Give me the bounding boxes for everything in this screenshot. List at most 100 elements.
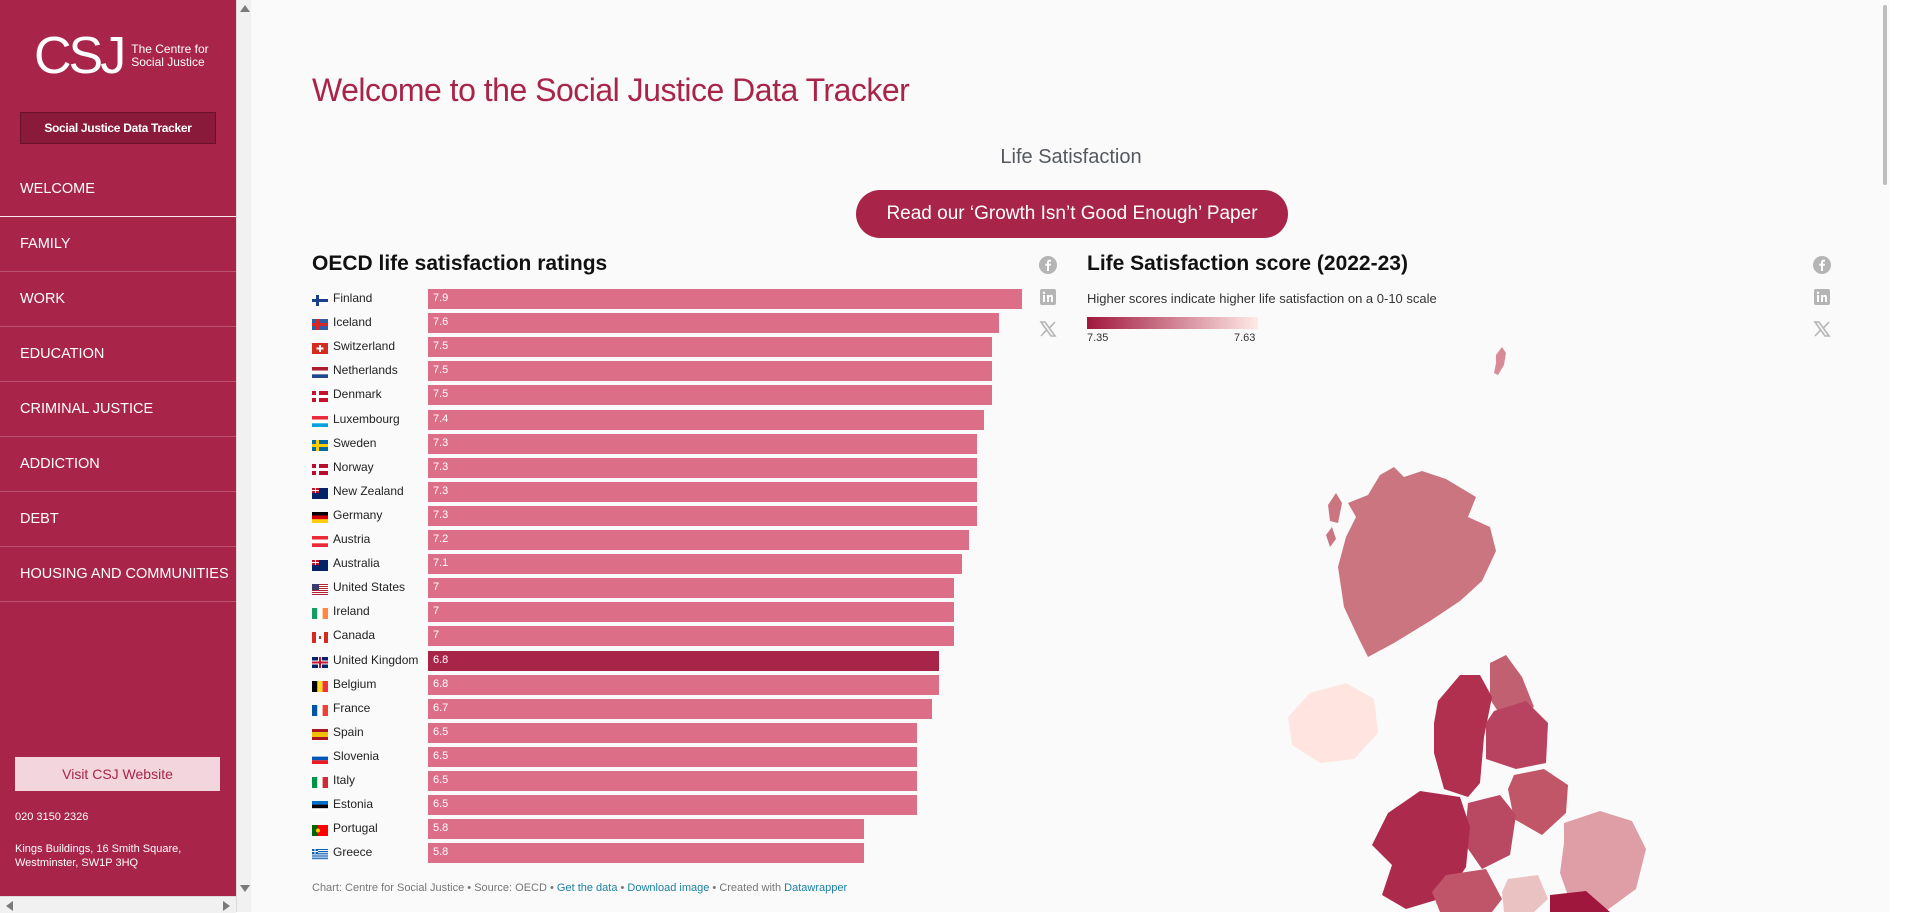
visit-csj-website-button[interactable]: Visit CSJ Website <box>15 757 220 791</box>
map-region-yorkshire[interactable] <box>1486 701 1548 769</box>
scroll-down-icon[interactable] <box>240 885 250 892</box>
x-icon[interactable] <box>1813 320 1831 338</box>
map-region-scotland[interactable] <box>1326 467 1496 657</box>
bar[interactable] <box>428 819 865 840</box>
bar[interactable] <box>428 530 970 550</box>
bar[interactable] <box>428 578 955 599</box>
bar-label: Netherlands <box>333 363 398 378</box>
map-region-south-east[interactable] <box>1550 891 1610 912</box>
bar-row[interactable]: Iceland 7.6 <box>312 313 1052 334</box>
bar-row[interactable]: Netherlands 7.5 <box>312 361 1052 382</box>
bar-row[interactable]: Australia 7.1 <box>312 554 1052 575</box>
bar-row[interactable]: Belgium 6.8 <box>312 674 1052 695</box>
map-region-east-midlands[interactable] <box>1508 769 1568 835</box>
nav-item-housing[interactable]: HOUSING AND COMMUNITIES <box>0 547 236 602</box>
bar-row[interactable]: Greece 5.8 <box>312 843 1052 864</box>
bar-value-label: 7 <box>433 605 440 618</box>
bar-row[interactable]: Austria 7.2 <box>312 530 1052 550</box>
scroll-left-icon[interactable] <box>6 901 13 911</box>
bar[interactable] <box>428 385 992 406</box>
bar-row[interactable]: Ireland 7 <box>312 602 1052 623</box>
facebook-icon[interactable] <box>1813 256 1831 274</box>
bar[interactable] <box>428 289 1022 309</box>
map-region-south-west[interactable] <box>1432 869 1502 912</box>
scroll-up-icon[interactable] <box>240 5 250 12</box>
footer-separator: • <box>617 882 628 894</box>
download-image-link[interactable]: Download image <box>627 882 710 894</box>
datawrapper-link[interactable]: Datawrapper <box>784 882 848 894</box>
address-line-1: Kings Buildings, 16 Smith Square, <box>15 843 182 855</box>
bar[interactable] <box>428 698 932 719</box>
bar-label: Sweden <box>333 435 377 450</box>
nav-item-criminal-justice[interactable]: CRIMINAL JUSTICE <box>0 382 236 437</box>
bar-row[interactable]: United States 7 <box>312 578 1052 599</box>
bar[interactable] <box>428 795 917 816</box>
bar[interactable] <box>428 602 955 623</box>
bar[interactable] <box>428 481 977 502</box>
bar-row[interactable]: Sweden 7.3 <box>312 433 1052 454</box>
nav-item-welcome[interactable]: WELCOME <box>0 162 236 217</box>
bar-row[interactable]: Slovenia 6.5 <box>312 746 1052 767</box>
bar[interactable] <box>428 722 917 743</box>
bar[interactable] <box>428 650 940 671</box>
bar-row[interactable]: Switzerland 7.5 <box>312 337 1052 358</box>
bar[interactable] <box>428 313 1000 334</box>
nav-item-education[interactable]: EDUCATION <box>0 327 236 382</box>
map-region-northern-ireland[interactable] <box>1288 683 1378 763</box>
bar[interactable] <box>428 771 917 791</box>
nav-item-debt[interactable]: DEBT <box>0 492 236 547</box>
bar-row[interactable]: New Zealand 7.3 <box>312 481 1052 502</box>
bar-row[interactable]: Finland 7.9 <box>312 289 1052 309</box>
bar-row[interactable]: France 6.7 <box>312 698 1052 719</box>
bar-row[interactable]: Italy 6.5 <box>312 771 1052 791</box>
bar[interactable] <box>428 626 955 647</box>
bar[interactable] <box>428 505 977 526</box>
bar-label: New Zealand <box>333 483 404 498</box>
bar-row[interactable]: Germany 7.3 <box>312 505 1052 526</box>
bar-row[interactable]: Denmark 7.5 <box>312 385 1052 406</box>
bar-row[interactable]: United Kingdom 6.8 <box>312 650 1052 671</box>
csj-logo[interactable]: CSJ The Centre for Social Justice <box>34 30 209 82</box>
bar[interactable] <box>428 361 992 382</box>
bar[interactable] <box>428 337 992 358</box>
bar[interactable] <box>428 433 977 454</box>
bar-row[interactable]: Estonia 6.5 <box>312 795 1052 816</box>
page-scrollbar[interactable] <box>1870 0 1890 912</box>
sidebar-scrollbar[interactable] <box>236 0 252 912</box>
nav-item-work[interactable]: WORK <box>0 272 236 327</box>
bar-row[interactable]: Canada 7 <box>312 626 1052 647</box>
map-region-shetland[interactable] <box>1494 347 1506 375</box>
map-region-east[interactable] <box>1560 811 1646 911</box>
scroll-right-icon[interactable] <box>223 901 230 911</box>
bar[interactable] <box>428 843 865 864</box>
bar-value-label: 7.9 <box>433 292 449 304</box>
map-region-north-west[interactable] <box>1434 675 1492 797</box>
nav-item-addiction[interactable]: ADDICTION <box>0 437 236 492</box>
bar[interactable] <box>428 457 977 478</box>
data-tracker-button[interactable]: Social Justice Data Tracker <box>20 112 216 144</box>
read-paper-button[interactable]: Read our ‘Growth Isn’t Good Enough’ Pape… <box>856 190 1288 238</box>
phone-number: 020 3150 2326 <box>15 811 89 823</box>
bar[interactable] <box>428 409 985 430</box>
bar[interactable] <box>428 746 917 767</box>
x-icon[interactable] <box>1039 320 1057 338</box>
sidebar-horizontal-scrollbar[interactable] <box>0 896 236 913</box>
linkedin-icon[interactable] <box>1039 288 1057 306</box>
bar-row[interactable]: Norway 7.3 <box>312 457 1052 478</box>
facebook-icon[interactable] <box>1039 256 1057 274</box>
bar-row[interactable]: Luxembourg 7.4 <box>312 409 1052 430</box>
bar[interactable] <box>428 674 940 695</box>
nav-item-family[interactable]: FAMILY <box>0 217 236 272</box>
legend-gradient <box>1087 317 1258 329</box>
linkedin-icon[interactable] <box>1813 288 1831 306</box>
bar-value-label: 6.5 <box>433 798 449 811</box>
bar-row[interactable]: Spain 6.5 <box>312 722 1052 743</box>
get-data-link[interactable]: Get the data <box>556 882 618 894</box>
map-region-london[interactable] <box>1502 875 1548 912</box>
bar-value-label: 6.5 <box>433 774 449 786</box>
map-region-west-midlands[interactable] <box>1464 795 1516 869</box>
scrollbar-thumb[interactable] <box>1883 5 1887 185</box>
flag-icon <box>312 630 328 644</box>
bar-row[interactable]: Portugal 5.8 <box>312 819 1052 840</box>
bar[interactable] <box>428 554 962 575</box>
